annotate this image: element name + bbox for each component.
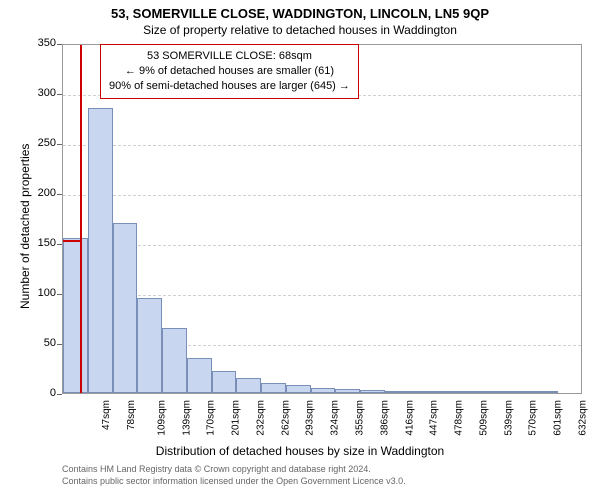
histogram-bar (385, 391, 410, 393)
x-tick-label: 478sqm (454, 400, 465, 436)
histogram-bar (335, 389, 360, 393)
gridline (63, 145, 581, 146)
histogram-bar (459, 391, 484, 393)
histogram-bar (434, 391, 459, 393)
y-tick-label: 0 (26, 387, 56, 399)
footer-line-1: Contains HM Land Registry data © Crown c… (62, 464, 406, 476)
info-line-1: 53 SOMERVILLE CLOSE: 68sqm (109, 49, 350, 64)
x-tick-label: 232sqm (256, 400, 267, 436)
x-tick-label: 47sqm (101, 400, 112, 430)
gridline (63, 295, 581, 296)
histogram-bar (137, 298, 162, 393)
histogram-bar (162, 328, 187, 393)
info-box: 53 SOMERVILLE CLOSE: 68sqm ← 9% of detac… (100, 44, 359, 99)
histogram-bar (360, 390, 385, 393)
x-tick-label: 78sqm (126, 400, 137, 430)
histogram-bar (212, 371, 237, 393)
title-main: 53, SOMERVILLE CLOSE, WADDINGTON, LINCOL… (0, 0, 600, 21)
y-tick-mark (57, 44, 62, 45)
info-line-2: ← 9% of detached houses are smaller (61) (109, 64, 350, 79)
histogram-bar (261, 383, 286, 393)
gridline (63, 245, 581, 246)
histogram-bar (113, 223, 138, 393)
y-tick-label: 100 (26, 287, 56, 299)
x-tick-label: 170sqm (206, 400, 217, 436)
y-tick-mark (57, 244, 62, 245)
y-tick-mark (57, 144, 62, 145)
x-tick-label: 632sqm (577, 400, 588, 436)
reference-line-vertical (80, 45, 82, 393)
y-tick-mark (57, 394, 62, 395)
x-tick-label: 324sqm (330, 400, 341, 436)
footer-line-2: Contains public sector information licen… (62, 476, 406, 488)
x-tick-label: 416sqm (404, 400, 415, 436)
x-tick-label: 109sqm (156, 400, 167, 436)
y-tick-label: 50 (26, 337, 56, 349)
info-line-3: 90% of semi-detached houses are larger (… (109, 79, 350, 94)
x-tick-label: 293sqm (305, 400, 316, 436)
histogram-bar (533, 391, 558, 393)
y-tick-label: 250 (26, 137, 56, 149)
histogram-bar (187, 358, 212, 393)
histogram-bar (88, 108, 113, 393)
x-tick-label: 539sqm (503, 400, 514, 436)
gridline (63, 195, 581, 196)
title-sub: Size of property relative to detached ho… (0, 21, 600, 37)
histogram-bar (410, 391, 435, 393)
x-axis-label: Distribution of detached houses by size … (0, 444, 600, 458)
x-tick-label: 139sqm (181, 400, 192, 436)
y-tick-label: 200 (26, 187, 56, 199)
footer-attribution: Contains HM Land Registry data © Crown c… (62, 464, 406, 487)
y-tick-mark (57, 294, 62, 295)
x-tick-label: 386sqm (379, 400, 390, 436)
histogram-bar (236, 378, 261, 393)
x-tick-label: 570sqm (528, 400, 539, 436)
histogram-bar (509, 391, 534, 393)
histogram-bar (311, 388, 336, 393)
y-tick-mark (57, 94, 62, 95)
y-axis-label: Number of detached properties (18, 144, 32, 309)
y-tick-label: 350 (26, 37, 56, 49)
x-tick-label: 201sqm (231, 400, 242, 436)
x-tick-label: 601sqm (553, 400, 564, 436)
y-tick-label: 300 (26, 87, 56, 99)
y-tick-label: 150 (26, 237, 56, 249)
y-tick-mark (57, 344, 62, 345)
x-tick-label: 262sqm (280, 400, 291, 436)
x-tick-label: 355sqm (355, 400, 366, 436)
x-tick-label: 509sqm (478, 400, 489, 436)
histogram-bar (286, 385, 311, 393)
y-tick-mark (57, 194, 62, 195)
histogram-bar (484, 391, 509, 393)
histogram-bar (63, 238, 88, 393)
x-tick-label: 447sqm (429, 400, 440, 436)
reference-line-horizontal (63, 240, 80, 242)
